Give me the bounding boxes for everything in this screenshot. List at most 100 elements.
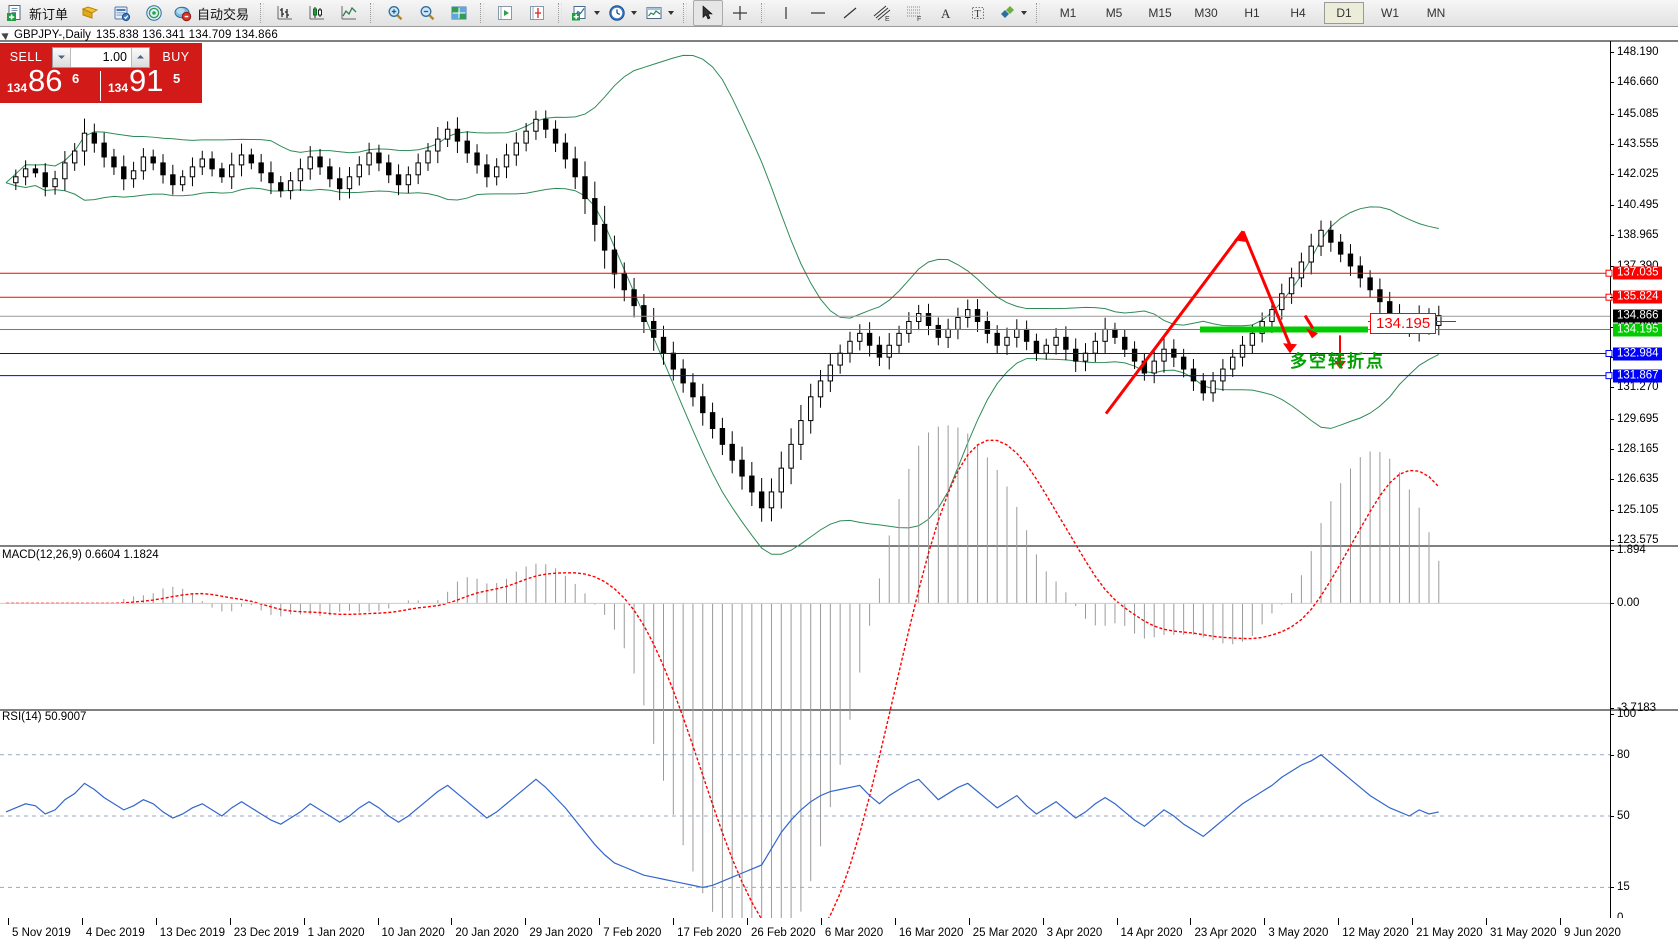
text-box-tool-button[interactable]: T [963, 0, 993, 26]
text-label-icon: A [941, 6, 951, 21]
date-axis-label: 25 Mar 2020 [972, 927, 1038, 939]
signals-button[interactable] [139, 0, 169, 26]
chevron-down-icon[interactable] [631, 11, 638, 15]
price-callout-box: 134.195 [1370, 313, 1437, 334]
bar-chart-button[interactable] [270, 0, 300, 26]
axis-tick [1610, 708, 1614, 709]
new-order-button[interactable]: 新订单 [3, 0, 73, 26]
toolbar-separator [480, 3, 485, 23]
shapes-icon [1001, 6, 1015, 18]
folder-icon [81, 6, 99, 19]
timeframe-mn[interactable]: MN [1426, 6, 1446, 20]
shapes-tool-button[interactable] [995, 0, 1030, 26]
equidistant-channel-tool-button[interactable]: E [867, 0, 897, 26]
market-watch-button[interactable] [107, 0, 137, 26]
timeframe-m30[interactable]: M30 [1194, 6, 1218, 20]
auto-trading-icon [174, 6, 192, 22]
price-tag-132.984[interactable]: 132.984 [1613, 347, 1662, 360]
horizontal-line-tool-button[interactable] [803, 0, 833, 26]
macd-indicator-label: MACD(12,26,9) 0.6604 1.1824 [2, 549, 159, 561]
indicators-button[interactable] [568, 0, 603, 26]
date-tick [377, 918, 379, 925]
date-tick [599, 918, 601, 925]
chevron-down-icon[interactable] [594, 11, 601, 15]
timeframe-d1[interactable]: D1 [1324, 2, 1365, 24]
timeframe-h4[interactable]: H4 [1290, 6, 1306, 20]
buy-price-fraction: 5 [173, 71, 181, 86]
date-tick [451, 918, 453, 925]
volume-value[interactable]: 1.00 [102, 50, 127, 64]
price-tag-134.866[interactable]: 134.866 [1613, 309, 1662, 323]
chevron-up-icon [137, 55, 144, 59]
cursor-tool-button[interactable] [693, 0, 724, 26]
sell-price[interactable]: 134 86 6 [0, 64, 101, 103]
price-tag-131.867[interactable]: 131.867 [1613, 369, 1662, 383]
chart-shift-button[interactable] [490, 0, 520, 26]
crosshair-icon [733, 6, 748, 20]
date-tick [673, 918, 675, 925]
date-axis-label: 14 Apr 2020 [1120, 927, 1183, 939]
chart-canvas-area[interactable] [0, 28, 1678, 947]
axis-tick [1610, 357, 1614, 359]
date-axis-label: 7 Feb 2020 [603, 927, 662, 939]
chart-grid-button[interactable] [444, 0, 474, 26]
line-chart-button[interactable] [334, 0, 364, 26]
date-axis-label: 20 Jan 2020 [455, 927, 519, 939]
trendline-tool-button[interactable] [835, 0, 865, 26]
zoom-in-icon [388, 6, 403, 21]
auto-trading-label: 自动交易 [197, 6, 250, 22]
price-axis-label: 146.660 [1617, 76, 1659, 89]
date-axis-label: 23 Dec 2019 [233, 927, 299, 939]
chevron-down-icon[interactable] [1021, 11, 1028, 15]
date-axis[interactable]: 5 Nov 2019 4 Dec 2019 13 Dec 2019 23 Dec 20… [0, 918, 1678, 947]
price-axis-label: 128.165 [1617, 443, 1659, 456]
price-tag-137.035[interactable]: 137.035 [1613, 266, 1662, 280]
zoom-in-button[interactable] [380, 0, 410, 26]
main-toolbar: 新订单 [0, 0, 1678, 27]
svg-text:T: T [975, 9, 981, 20]
horizontal-line-icon [811, 12, 826, 14]
volume-increase-button[interactable] [131, 47, 149, 67]
axis-tick [1610, 509, 1614, 511]
templates-button[interactable] [642, 0, 677, 26]
date-tick [968, 918, 970, 925]
expert-advisors-button[interactable] [75, 0, 105, 26]
axis-tick [1610, 326, 1614, 328]
sell-button[interactable]: SELL [9, 50, 43, 64]
axis-tick [1610, 887, 1614, 889]
turning-point-annotation: 多空转折点 [1290, 352, 1385, 372]
buy-price[interactable]: 134 91 5 [101, 64, 202, 103]
axis-tick [1610, 540, 1614, 541]
candlestick-chart-button[interactable] [302, 0, 332, 26]
timeframe-m1[interactable]: M1 [1059, 6, 1077, 20]
buy-button[interactable]: BUY [162, 50, 190, 64]
periods-button[interactable] [605, 0, 640, 26]
cursor-icon [702, 5, 713, 20]
date-axis-label: 3 Apr 2020 [1046, 927, 1103, 939]
date-axis-label: 23 Apr 2020 [1194, 927, 1257, 939]
price-tag-134.195[interactable]: 134.195 [1613, 323, 1662, 336]
volume-decrease-button[interactable] [53, 47, 71, 67]
toolbar-separator [1036, 3, 1041, 23]
crosshair-tool-button[interactable] [725, 0, 755, 26]
timeframe-m15[interactable]: M15 [1148, 6, 1172, 20]
timeframe-h1[interactable]: H1 [1244, 6, 1260, 20]
text-label-tool-button[interactable]: A [931, 0, 961, 26]
zoom-out-button[interactable] [412, 0, 442, 26]
timeframe-w1[interactable]: W1 [1381, 6, 1400, 20]
auto-trading-button[interactable]: 自动交易 [171, 0, 254, 26]
price-tag-135.824[interactable]: 135.824 [1613, 290, 1662, 304]
chevron-down-icon[interactable] [668, 11, 675, 15]
sell-price-prefix: 134 [7, 81, 28, 95]
auto-scroll-button[interactable] [522, 0, 552, 26]
axis-tick [1610, 234, 1614, 236]
fibonacci-tool-button[interactable]: F [899, 0, 929, 26]
vertical-line-tool-button[interactable] [771, 0, 801, 26]
volume-stepper[interactable]: 1.00 [52, 46, 150, 68]
trendline-icon [843, 7, 857, 19]
indicators-icon [572, 6, 586, 21]
axis-tick [1610, 449, 1614, 451]
symbol-ohlc: 135.838 136.341 134.709 134.866 [95, 29, 278, 41]
timeframe-m5[interactable]: M5 [1105, 6, 1123, 20]
